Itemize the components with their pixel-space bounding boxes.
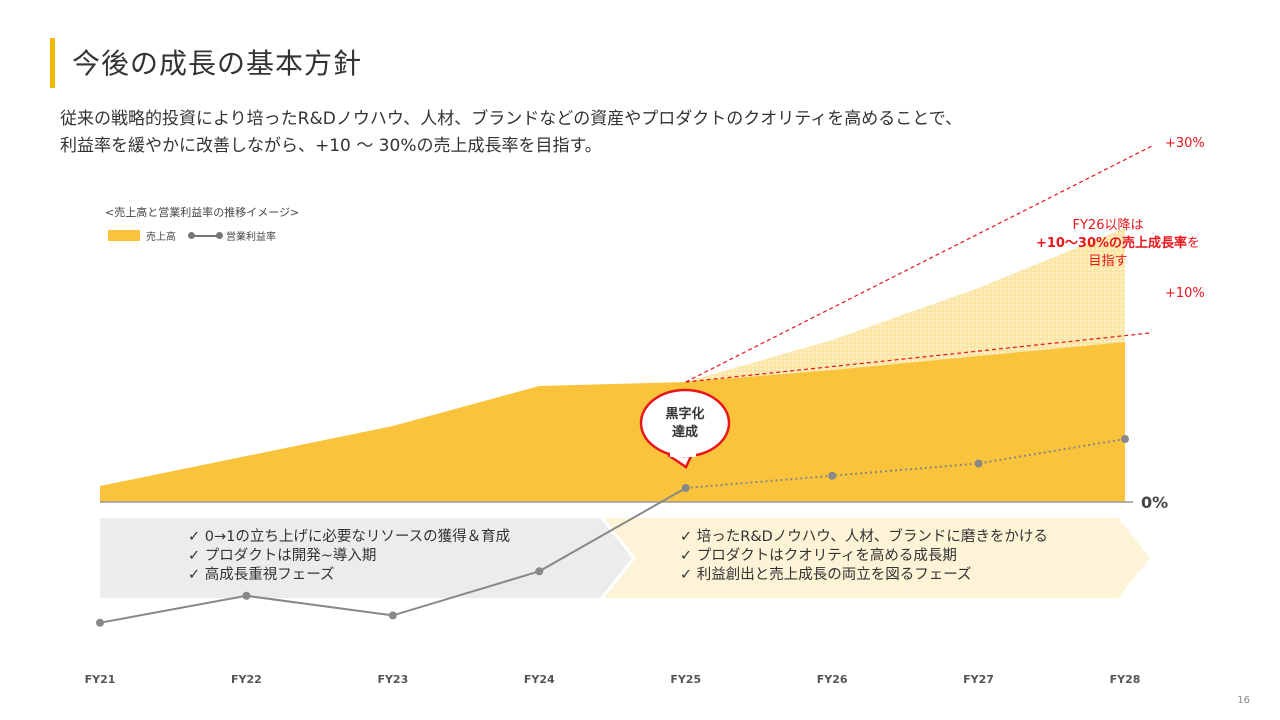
x-tick-fy23: FY23 <box>377 673 408 686</box>
annotation-line-1: FY26以降は <box>1073 218 1144 233</box>
phase-1-item-3: ✓ 高成長重視フェーズ <box>188 566 335 583</box>
chart-legend: 売上高 営業利益率 <box>108 228 276 243</box>
profit-callout: 黒字化 達成 <box>639 388 731 469</box>
lead-line-2: 利益率を緩やかに改善しながら、+10 〜 30%の売上成長率を目指す。 <box>60 136 602 156</box>
margin-point-fy21 <box>96 618 104 627</box>
x-tick-fy24: FY24 <box>524 673 555 686</box>
lead-line-1: 従来の戦略的投資により培ったR&Dノウハウ、人材、ブランドなどの資産やプロダクト… <box>60 109 963 129</box>
callout-line-2: 達成 <box>672 424 698 440</box>
margin-point-fy24 <box>535 567 544 576</box>
phase-2-item-3: ✓ 利益創出と売上成長の両立を図るフェーズ <box>680 566 972 583</box>
margin-point-fy25 <box>681 484 690 492</box>
annotation-line-2-bold: +10〜30%の売上成長率 <box>1036 235 1187 251</box>
x-tick-fy22: FY22 <box>231 673 262 686</box>
margin-point-fy28 <box>1121 435 1129 443</box>
margin-points <box>96 435 1129 627</box>
annotation-line-3: 目指す <box>1088 254 1127 269</box>
phase-1-item-1: ✓ 0→1の立ち上げに必要なリソースの獲得＆育成 <box>188 528 510 545</box>
annotation-line-2-tail: を <box>1187 236 1200 251</box>
chart-title: <売上高と営業利益率の推移イメージ> <box>105 206 300 219</box>
margin-point-fy27 <box>974 459 983 468</box>
growth-annotation: FY26以降は +10〜30%の売上成長率を 目指す <box>1036 218 1200 269</box>
upper-scenario-line <box>685 145 1153 383</box>
revenue-upper-scenario-area <box>685 228 1125 382</box>
margin-point-fy23 <box>388 611 397 620</box>
lower-scenario-label: +10% <box>1165 286 1205 301</box>
x-tick-fy28: FY28 <box>1110 673 1141 686</box>
margin-point-fy26 <box>828 471 837 480</box>
phase-2-box <box>604 518 1150 598</box>
phase-1-box <box>100 518 632 598</box>
x-axis: FY21 FY22 FY23 FY24 FY25 FY26 FY27 FY28 <box>85 673 1141 686</box>
legend-revenue-swatch <box>108 230 140 241</box>
phase-boxes: ✓ 0→1の立ち上げに必要なリソースの獲得＆育成 ✓ プロダクトは開発~導入期 ✓ … <box>100 518 1150 598</box>
phase-2-item-2: ✓ プロダクトはクオリティを高める成長期 <box>680 547 957 564</box>
margin-line-projected <box>685 438 1126 489</box>
annotation-line-2: +10〜30%の売上成長率を <box>1036 235 1200 251</box>
zero-percent-label: 0% <box>1141 493 1168 512</box>
callout-line-1: 黒字化 <box>665 406 704 422</box>
page-title: 今後の成長の基本方針 <box>72 47 363 80</box>
lower-scenario-line <box>685 332 1151 383</box>
page-number: 16 <box>1237 695 1250 706</box>
x-tick-fy21: FY21 <box>85 673 116 686</box>
legend-revenue-label: 売上高 <box>146 232 176 243</box>
revenue-area <box>100 342 1125 502</box>
legend-margin-label: 営業利益率 <box>226 232 276 243</box>
lead-text: 従来の戦略的投資により培ったR&Dノウハウ、人材、ブランドなどの資産やプロダクト… <box>60 106 962 160</box>
title-accent-bar <box>50 38 55 88</box>
phase-2-item-1: ✓ 培ったR&Dノウハウ、人材、ブランドに磨きをかける <box>680 527 1048 545</box>
margin-point-fy22 <box>242 591 251 600</box>
x-tick-fy26: FY26 <box>817 673 848 686</box>
legend-margin-symbol <box>188 231 220 241</box>
x-tick-fy27: FY27 <box>963 673 994 686</box>
upper-scenario-label: +30% <box>1165 136 1205 151</box>
phase-1-item-2: ✓ プロダクトは開発~導入期 <box>188 547 376 564</box>
x-tick-fy25: FY25 <box>670 673 701 686</box>
